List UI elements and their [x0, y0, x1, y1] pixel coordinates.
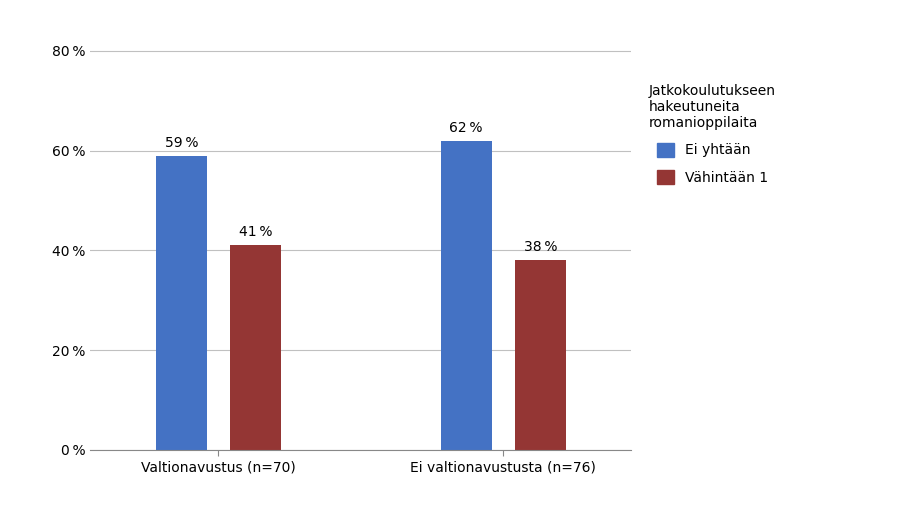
- Text: 62 %: 62 %: [449, 120, 483, 134]
- Text: 38 %: 38 %: [523, 240, 557, 254]
- Bar: [440, 141, 492, 450]
- Legend: Ei yhtään, Vähintään 1: Ei yhtään, Vähintään 1: [649, 84, 776, 185]
- Bar: [156, 156, 207, 450]
- Text: 41 %: 41 %: [239, 225, 272, 239]
- Bar: [515, 260, 566, 450]
- Bar: [230, 245, 281, 450]
- Text: 59 %: 59 %: [164, 135, 198, 149]
